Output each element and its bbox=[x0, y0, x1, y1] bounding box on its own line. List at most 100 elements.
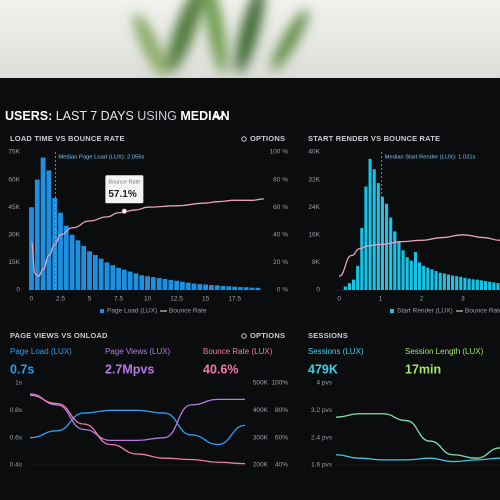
y3-tick-label: 40% bbox=[275, 462, 288, 469]
options-icon[interactable] bbox=[241, 136, 247, 142]
histogram-bar bbox=[479, 280, 483, 290]
histogram-bar bbox=[442, 273, 446, 290]
header-part: USING bbox=[137, 109, 177, 123]
histogram-bar bbox=[34, 179, 40, 290]
histogram-bar bbox=[492, 282, 496, 290]
plant-blur bbox=[133, 0, 309, 77]
y3-tick-label: 60% bbox=[275, 434, 288, 441]
y-tick-label: 0 bbox=[16, 287, 20, 294]
histogram-bar bbox=[209, 285, 214, 290]
histogram-bar bbox=[356, 265, 360, 290]
y2-tick-label: 300K bbox=[253, 434, 269, 441]
y3-tick-label: 80% bbox=[275, 407, 288, 414]
y2-tick-label: 200K bbox=[253, 462, 269, 469]
y-tick-label: 45K bbox=[8, 204, 20, 211]
x-tick-label: 2 bbox=[420, 296, 424, 303]
y-tick-label: 3.2 pvs bbox=[311, 407, 333, 414]
histogram-bar bbox=[488, 281, 492, 290]
histogram-bar bbox=[127, 271, 133, 290]
histogram-bar bbox=[243, 287, 249, 290]
histogram-bar bbox=[467, 278, 471, 290]
x-tick-label: 7.5 bbox=[114, 296, 123, 303]
options-button[interactable]: OPTIONS bbox=[250, 134, 285, 143]
histogram-bar bbox=[139, 275, 145, 290]
y-tick-label: 16K bbox=[308, 232, 320, 239]
histogram-bar bbox=[226, 286, 232, 290]
x-tick-label: 0 bbox=[30, 296, 34, 303]
tooltip-value: 57.1% bbox=[108, 189, 136, 200]
y-tick-label: 0 bbox=[316, 287, 320, 294]
histogram-bar bbox=[405, 257, 409, 290]
header-chevron[interactable] bbox=[213, 113, 225, 121]
panel-title: PAGE VIEWS VS ONLOAD bbox=[10, 331, 108, 340]
y-tick-label: 30K bbox=[8, 232, 20, 239]
histogram-bar bbox=[75, 240, 81, 290]
histogram-bar bbox=[413, 252, 417, 290]
x-tick-label: 15 bbox=[202, 296, 210, 303]
tooltip-title: Bounce Rate bbox=[108, 180, 140, 186]
header-part: USERS: bbox=[5, 109, 52, 123]
y2-tick-label: 100 % bbox=[270, 149, 289, 156]
metric-value: 40.6% bbox=[203, 362, 238, 376]
histogram-bar bbox=[451, 275, 455, 290]
x-tick-label: 0 bbox=[337, 296, 341, 303]
legend-label: Start Render (LUX) bbox=[397, 308, 453, 315]
histogram-bar bbox=[81, 245, 87, 290]
metric-value: 0.7s bbox=[10, 362, 34, 376]
histogram-bar bbox=[29, 207, 34, 290]
metric-label: Page Load (LUX) bbox=[10, 347, 72, 356]
options-button[interactable]: OPTIONS bbox=[250, 331, 285, 340]
histogram-bar bbox=[364, 186, 368, 290]
y-tick-label: 1s bbox=[15, 380, 23, 387]
options-icon[interactable] bbox=[241, 333, 247, 339]
histogram-bar bbox=[145, 276, 150, 290]
header-part: MEDIAN bbox=[180, 109, 229, 123]
histogram-bar bbox=[397, 241, 401, 290]
x-tick-label: 5 bbox=[88, 296, 92, 303]
series-line bbox=[29, 394, 246, 465]
series-line bbox=[338, 234, 500, 277]
histogram-bar bbox=[475, 279, 479, 290]
histogram-bar bbox=[180, 281, 185, 290]
histogram-bar bbox=[393, 231, 397, 290]
histogram-bar bbox=[69, 234, 75, 290]
y2-tick-label: 500K bbox=[253, 380, 269, 387]
legend-label: Bounce Rate bbox=[465, 308, 500, 315]
y2-tick-label: 80 % bbox=[273, 176, 288, 183]
tooltip-box bbox=[105, 175, 144, 204]
panel-title: START RENDER VS BOUNCE RATE bbox=[308, 134, 440, 143]
histogram-bar bbox=[389, 217, 393, 290]
metric-label: Sessions (LUX) bbox=[308, 347, 364, 356]
x-tick-label: 2.5 bbox=[56, 296, 65, 303]
y2-tick-label: 0 % bbox=[277, 287, 288, 294]
histogram-bar bbox=[220, 285, 226, 290]
histogram-bar bbox=[380, 196, 384, 290]
histogram-bar bbox=[459, 276, 463, 290]
series-line bbox=[335, 413, 500, 459]
histogram-bar bbox=[438, 272, 442, 290]
y-tick-label: 0.8s bbox=[10, 407, 23, 414]
histogram-bar bbox=[58, 212, 63, 290]
x-tick-label: 10 bbox=[144, 296, 152, 303]
histogram-bar bbox=[203, 284, 209, 290]
histogram-bar bbox=[496, 283, 500, 290]
median-label: Median Page Load (LUX): 2.056s bbox=[58, 155, 144, 161]
y-tick-label: 4 pvs bbox=[316, 380, 332, 387]
histogram-bar bbox=[185, 282, 191, 290]
histogram-bar bbox=[116, 267, 121, 290]
legend-swatch bbox=[390, 309, 394, 313]
legend-label: Page Load (LUX) bbox=[107, 308, 157, 315]
y2-tick-label: 20 % bbox=[273, 259, 288, 266]
histogram-bar bbox=[422, 265, 426, 290]
y2-tick-label: 60 % bbox=[273, 204, 288, 211]
histogram-bar bbox=[162, 278, 168, 290]
histogram-bar bbox=[63, 225, 69, 290]
metric-value: 17min bbox=[405, 362, 441, 376]
y-tick-label: 0.4s bbox=[10, 462, 23, 469]
histogram-bar bbox=[372, 169, 376, 290]
y-tick-label: 32K bbox=[308, 176, 320, 183]
x-tick-label: 17.5 bbox=[228, 296, 241, 303]
x-tick-label: 12.5 bbox=[170, 296, 183, 303]
histogram-bar bbox=[232, 286, 238, 290]
histogram-bar bbox=[484, 281, 488, 290]
